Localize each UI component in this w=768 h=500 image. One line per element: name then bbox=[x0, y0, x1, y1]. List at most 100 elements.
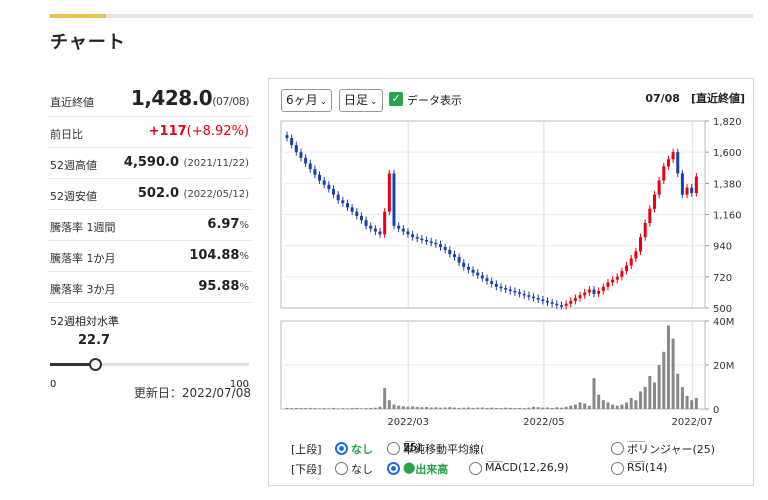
candle-body bbox=[532, 296, 536, 299]
latest-date-label: 07/08 [直近終値] bbox=[645, 92, 745, 105]
upper-sma-radio[interactable] bbox=[387, 442, 400, 455]
candle-body bbox=[439, 244, 443, 248]
volume-bar bbox=[429, 407, 433, 409]
volume-bar bbox=[643, 387, 647, 409]
x-tick-label: 2022/05 bbox=[523, 417, 565, 428]
lower-macd-radio[interactable] bbox=[469, 462, 482, 475]
lower-volume-radio[interactable] bbox=[387, 462, 400, 475]
candle-body bbox=[541, 299, 545, 301]
price-tick-label: 1,160 bbox=[713, 211, 742, 222]
volume-bar bbox=[620, 404, 624, 409]
volume-bar bbox=[694, 398, 698, 409]
page-title: チャート bbox=[50, 32, 126, 53]
volume-bar bbox=[532, 406, 536, 409]
lower-rsi-radio[interactable] bbox=[611, 462, 624, 475]
volume-bar bbox=[341, 408, 345, 409]
candle-body bbox=[545, 300, 549, 303]
volume-bar bbox=[527, 407, 531, 409]
price-tick-label: 1,820 bbox=[713, 117, 742, 128]
candle-body bbox=[615, 276, 619, 280]
volume-bar bbox=[350, 408, 354, 409]
period-select[interactable]: 6ヶ月 ⌄ bbox=[281, 89, 333, 112]
volume-bar bbox=[443, 407, 447, 409]
candle-body bbox=[425, 240, 429, 242]
volume-bar bbox=[392, 404, 396, 409]
candle-body bbox=[652, 194, 656, 209]
candle-body bbox=[332, 189, 336, 195]
candle-body bbox=[476, 272, 480, 276]
candle-body bbox=[327, 184, 331, 189]
volume-bar bbox=[634, 400, 638, 409]
candle-body bbox=[680, 173, 684, 195]
volume-bar bbox=[420, 407, 424, 409]
show-data-label: データ表示 bbox=[407, 94, 462, 107]
volume-bar bbox=[359, 408, 363, 409]
candle-body bbox=[518, 292, 522, 294]
candle-body bbox=[485, 278, 489, 282]
candle-body bbox=[480, 275, 484, 279]
candle-body bbox=[536, 298, 540, 300]
volume-bar bbox=[504, 407, 508, 409]
candle-body bbox=[345, 203, 349, 208]
volume-bar bbox=[285, 407, 289, 409]
candle-body bbox=[606, 282, 610, 287]
volume-bar bbox=[662, 351, 666, 409]
candle-body bbox=[378, 231, 382, 235]
volume-bar bbox=[499, 408, 503, 409]
candle-body bbox=[434, 242, 438, 245]
volume-bar bbox=[387, 400, 391, 409]
updated-date: 更新日：2022/07/08 bbox=[133, 386, 251, 400]
volume-bar bbox=[364, 408, 368, 409]
volume-bar bbox=[657, 365, 661, 409]
candle-body bbox=[662, 166, 666, 181]
candle-body bbox=[294, 145, 298, 153]
show-data-checkbox[interactable]: ✓ bbox=[389, 92, 403, 106]
interval-select[interactable]: 日足 ⌄ bbox=[339, 89, 383, 112]
volume-tick-label: 40M bbox=[713, 317, 734, 328]
volume-tick-label: 20M bbox=[713, 361, 734, 372]
x-tick-label: 2022/07 bbox=[672, 417, 714, 428]
candle-body bbox=[573, 298, 577, 301]
upper-bollinger-radio[interactable] bbox=[611, 442, 624, 455]
volume-bar bbox=[573, 404, 577, 409]
volume-bar bbox=[513, 408, 517, 409]
candle-body bbox=[336, 194, 340, 201]
candle-body bbox=[657, 180, 661, 195]
volume-bar bbox=[378, 406, 382, 409]
volume-bar bbox=[587, 405, 591, 409]
candle-body bbox=[448, 249, 452, 255]
volume-bar bbox=[545, 407, 549, 409]
candle-body bbox=[313, 169, 317, 175]
volume-bar bbox=[578, 402, 582, 409]
candle-body bbox=[513, 291, 517, 293]
volume-bar bbox=[652, 382, 656, 409]
volume-bar bbox=[648, 376, 652, 409]
price-volume-chart: 1,8201,6001,3801,16094072050040M20M02022… bbox=[280, 117, 742, 428]
candle-body bbox=[308, 163, 312, 170]
candle-body bbox=[643, 223, 647, 238]
candle-body bbox=[494, 283, 498, 287]
candle-body bbox=[671, 152, 675, 160]
candle-body bbox=[387, 173, 391, 212]
volume-bar bbox=[471, 407, 475, 409]
candle-body bbox=[583, 292, 587, 296]
volume-bar bbox=[555, 407, 559, 409]
volume-bar bbox=[425, 407, 429, 409]
lower-none-radio[interactable] bbox=[335, 462, 348, 475]
volume-bar bbox=[313, 408, 317, 409]
volume-bar bbox=[439, 407, 443, 409]
candle-body bbox=[299, 152, 303, 158]
relative-level-knob bbox=[89, 358, 103, 371]
volume-bar bbox=[639, 391, 643, 409]
stats-panel: 直近終値 1,428.0(07/08) 前日比 +117(+8.92%) 52週… bbox=[48, 82, 251, 400]
candle-body bbox=[634, 251, 638, 259]
volume-bar bbox=[415, 407, 419, 409]
upper-none-radio[interactable] bbox=[335, 442, 348, 455]
candle-body bbox=[694, 176, 698, 194]
candle-body bbox=[676, 152, 680, 174]
stat-change-3m: 騰落率 3か月 95.88% bbox=[48, 272, 251, 303]
candle-body bbox=[443, 247, 447, 250]
volume-bar bbox=[406, 406, 410, 409]
volume-bar bbox=[299, 408, 303, 409]
candle-body bbox=[490, 281, 494, 284]
